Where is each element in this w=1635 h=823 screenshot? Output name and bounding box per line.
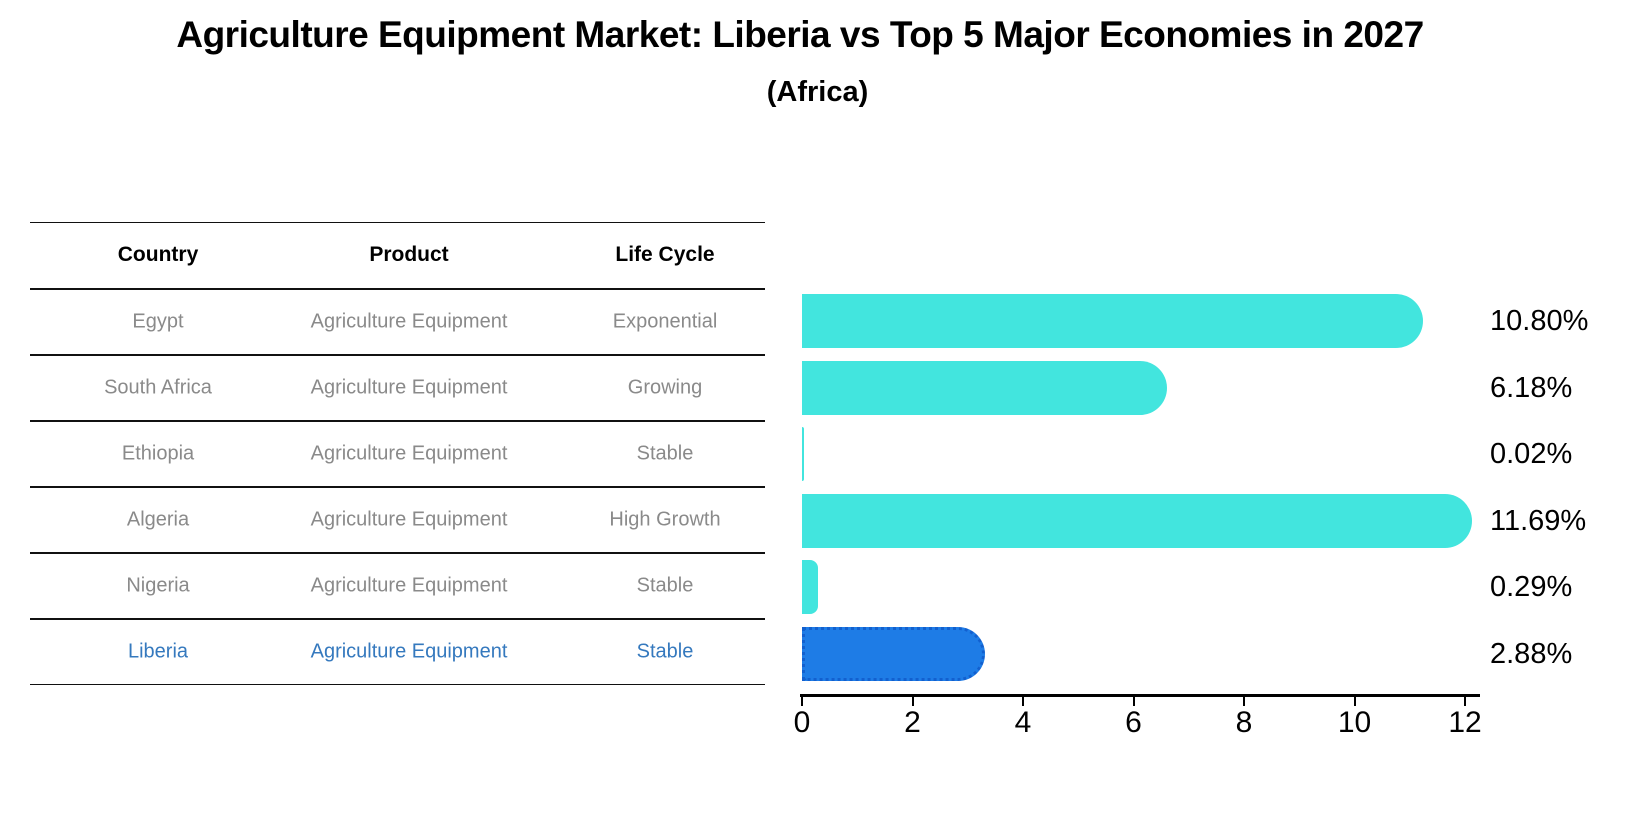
lifecycle-cell: High Growth <box>609 508 721 530</box>
lifecycle-cell: Growing <box>627 376 703 398</box>
x-axis-tick-mark <box>911 696 914 706</box>
x-axis-tick-mark <box>1132 696 1135 706</box>
product-cell: Agriculture Equipment <box>310 310 508 332</box>
value-label: 0.02% <box>1490 438 1573 471</box>
product-cell: Agriculture Equipment <box>310 640 508 662</box>
table-header-row: Country Product Life Cycle <box>30 222 765 288</box>
value-label: 10.80% <box>1490 305 1589 338</box>
x-axis-tick-label: 6 <box>1125 706 1142 739</box>
x-axis-tick-label: 4 <box>1014 706 1032 739</box>
country-cell: South Africa <box>104 376 212 398</box>
table-row: South Africa Agriculture Equipment Growing <box>30 353 765 420</box>
bar-ethiopia <box>802 427 804 482</box>
product-cell: Agriculture Equipment <box>310 508 508 530</box>
x-axis-tick-mark <box>801 696 803 706</box>
lifecycle-cell: Stable <box>636 574 694 596</box>
table-row: Nigeria Agriculture Equipment Stable <box>30 551 765 618</box>
x-axis-tick-label: 12 <box>1448 706 1482 739</box>
x-axis-tick-label: 10 <box>1337 706 1372 739</box>
bar-south-africa <box>802 360 1168 415</box>
country-cell: Liberia <box>127 640 189 662</box>
value-label: 6.18% <box>1490 371 1573 404</box>
page-subtitle: (Africa) <box>766 76 869 108</box>
table-row: Egypt Agriculture Equipment Exponential <box>30 287 765 354</box>
table-row: Ethiopia Agriculture Equipment Stable <box>30 419 765 486</box>
product-cell: Agriculture Equipment <box>310 574 508 596</box>
value-label: 11.69% <box>1490 504 1587 537</box>
country-cell: Egypt <box>132 310 184 332</box>
column-header-country: Country <box>117 243 199 267</box>
lifecycle-cell: Stable <box>636 640 694 662</box>
table-row: Liberia Agriculture Equipment Stable <box>30 617 765 684</box>
x-axis-tick-mark <box>1353 696 1356 706</box>
bar-egypt <box>802 294 1423 349</box>
page-title: Agriculture Equipment Market: Liberia vs… <box>176 14 1424 55</box>
bar-nigeria <box>802 560 819 615</box>
x-axis-tick-label: 2 <box>904 706 921 739</box>
x-axis-tick-mark <box>1243 696 1245 706</box>
value-label: 2.88% <box>1490 637 1573 670</box>
x-axis-tick-mark <box>1022 696 1024 706</box>
x-axis-tick-mark <box>1464 696 1466 706</box>
bar-algeria <box>802 493 1472 548</box>
lifecycle-cell: Stable <box>636 442 694 464</box>
column-header-lifecycle: Life Cycle <box>615 243 715 267</box>
x-axis-tick-label: 8 <box>1235 706 1253 739</box>
column-header-product: Product <box>369 243 449 267</box>
x-axis-line <box>800 694 1480 697</box>
value-label: 0.29% <box>1490 571 1573 604</box>
product-cell: Agriculture Equipment <box>310 442 508 464</box>
product-cell: Agriculture Equipment <box>310 376 508 398</box>
country-cell: Nigeria <box>126 574 190 596</box>
country-cell: Ethiopia <box>121 442 195 464</box>
x-axis-tick-label: 0 <box>793 706 811 739</box>
lifecycle-cell: Exponential <box>612 310 718 332</box>
comparison-table: Country Product Life Cycle Egypt Agricult… <box>30 222 765 685</box>
table-row: Algeria Agriculture Equipment High Growth <box>30 485 765 552</box>
bar-liberia <box>802 626 986 681</box>
country-cell: Algeria <box>126 508 190 530</box>
